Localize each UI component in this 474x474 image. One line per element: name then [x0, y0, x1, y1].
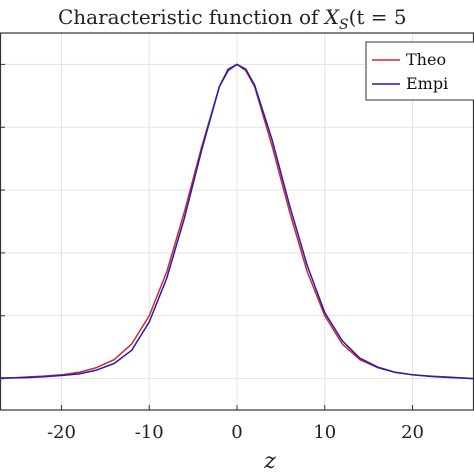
x-tick-label: 20	[401, 422, 424, 443]
chart-title-main: Characteristic function of	[58, 5, 325, 29]
chart-title-var: X	[323, 5, 340, 29]
series-line	[0, 63, 474, 380]
chart-title-tail: (t = 5	[349, 5, 407, 29]
chart-title-sub: S	[339, 17, 349, 33]
x-tick-label: -20	[47, 422, 76, 443]
plot-area: -20 -10 0 10 20 Theo Empi	[0, 32, 474, 443]
x-axis-label: z	[263, 449, 276, 474]
legend-box	[365, 41, 474, 101]
x-tick-label: 10	[313, 422, 336, 443]
x-tick-label: 0	[231, 422, 242, 443]
legend-entry: Theo	[406, 50, 446, 69]
legend-entry: Empi	[406, 74, 448, 93]
x-tick-label: -10	[135, 422, 164, 443]
chart-title: Characteristic function of XS(t = 5	[58, 5, 407, 33]
